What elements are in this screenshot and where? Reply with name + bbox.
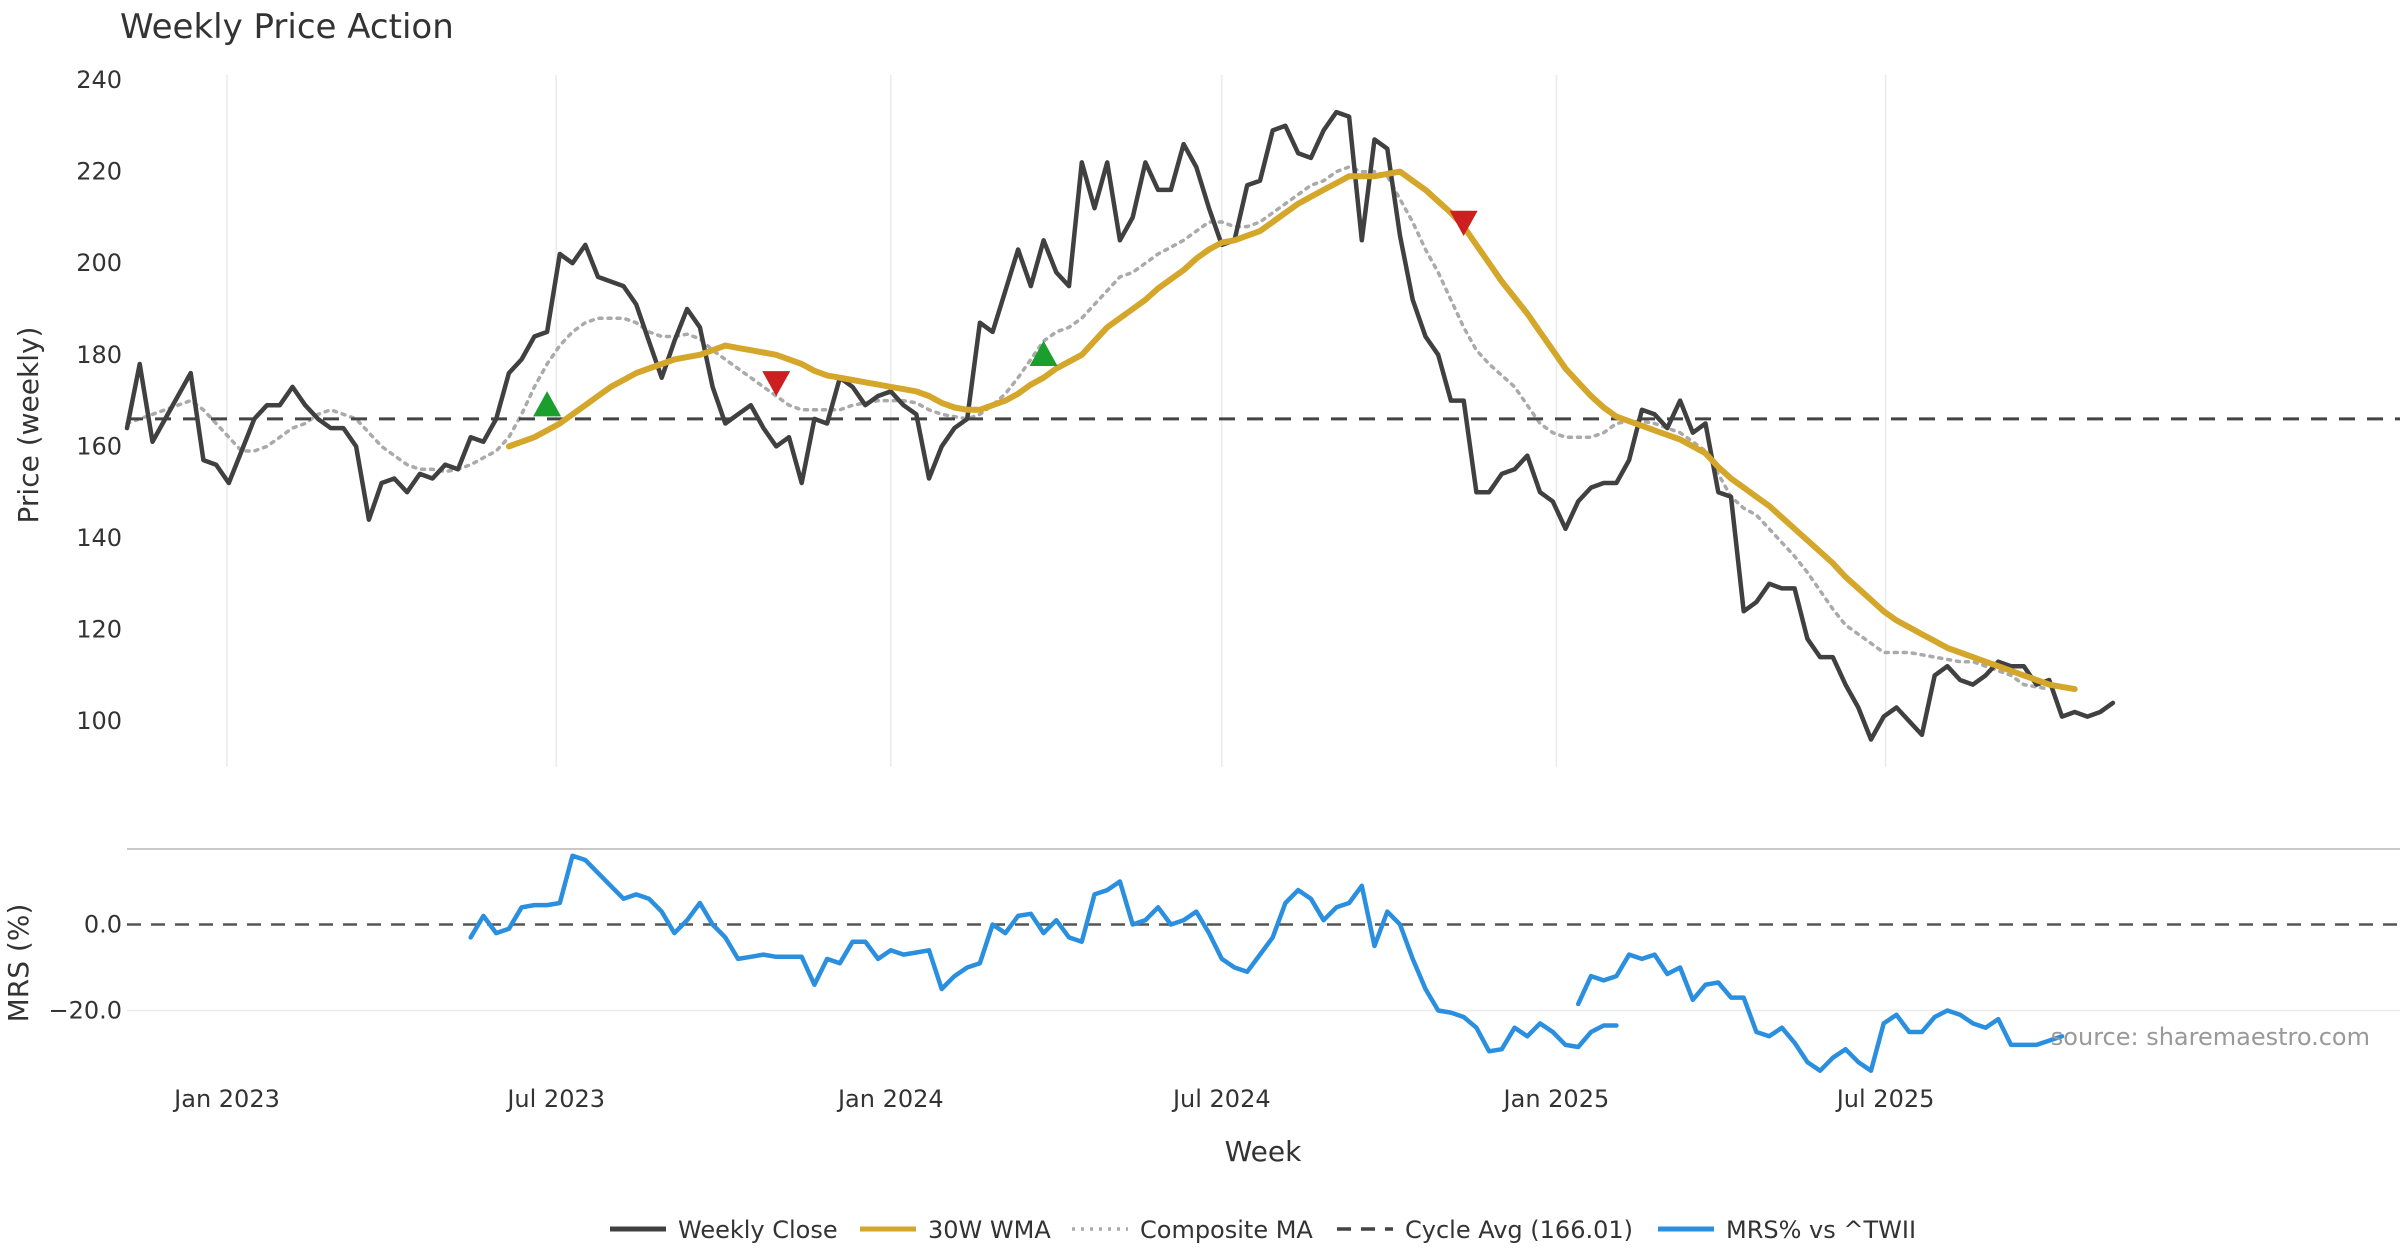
x-tick-label: Jan 2024 [836,1085,944,1113]
weekly-close-line [124,109,2116,742]
x-tick-label: Jan 2025 [1502,1085,1610,1113]
x-tick-label: Jul 2025 [1835,1085,1935,1113]
mrs-y-tick-label: 0.0 [84,911,122,939]
price-y-tick-label: 120 [76,616,122,644]
price-y-ticks: 100 120 140 160 180 200 220 240 [76,66,122,735]
legend: Weekly Close 30W WMA Composite MA Cycle Avg… [610,1216,1916,1244]
wma-30w-line [505,168,2078,693]
buy-signal-marker [533,391,562,417]
x-tick-label: Jul 2024 [1171,1085,1271,1113]
mrs-y-axis-label: MRS (%) [2,904,35,1023]
price-y-tick-label: 240 [76,66,122,94]
price-y-axis-label: Price (weekly) [12,327,45,524]
legend-label: Composite MA [1140,1216,1313,1244]
source-watermark: source: sharemaestro.com [2051,1023,2370,1051]
buy-signal-marker [1029,340,1058,366]
legend-label: Cycle Avg (166.01) [1405,1216,1633,1244]
composite-ma-line [125,165,2051,691]
price-y-tick-label: 220 [76,158,122,186]
legend-label: 30W WMA [928,1216,1051,1244]
chart-title: Weekly Price Action [120,7,454,47]
signal-markers [533,210,1478,417]
price-y-tick-label: 200 [76,249,122,277]
sell-signal-marker [762,371,791,397]
mrs-grid [127,923,2400,1012]
x-tick-label: Jan 2023 [172,1085,280,1113]
legend-label: Weekly Close [678,1216,838,1244]
price-y-tick-label: 140 [76,524,122,552]
legend-label: MRS% vs ^TWII [1726,1216,1916,1244]
mrs-line [1575,952,2065,1073]
mrs-line [468,853,1619,1054]
price-y-tick-label: 180 [76,341,122,369]
mrs-lines [468,853,2065,1073]
x-ticks: Jan 2023 Jul 2023 Jan 2024 Jul 2024 Jan 2025… [172,1085,1934,1113]
x-axis-label: Week [1225,1135,1302,1168]
x-tick-label: Jul 2023 [505,1085,605,1113]
price-y-tick-label: 160 [76,432,122,460]
mrs-y-ticks: 0.0 −20.0 [48,911,122,1025]
price-y-tick-label: 100 [76,707,122,735]
sell-signal-marker [1449,210,1478,236]
price-grid [226,75,1887,767]
mrs-y-tick-label: −20.0 [48,997,122,1025]
price-lines [124,109,2400,742]
